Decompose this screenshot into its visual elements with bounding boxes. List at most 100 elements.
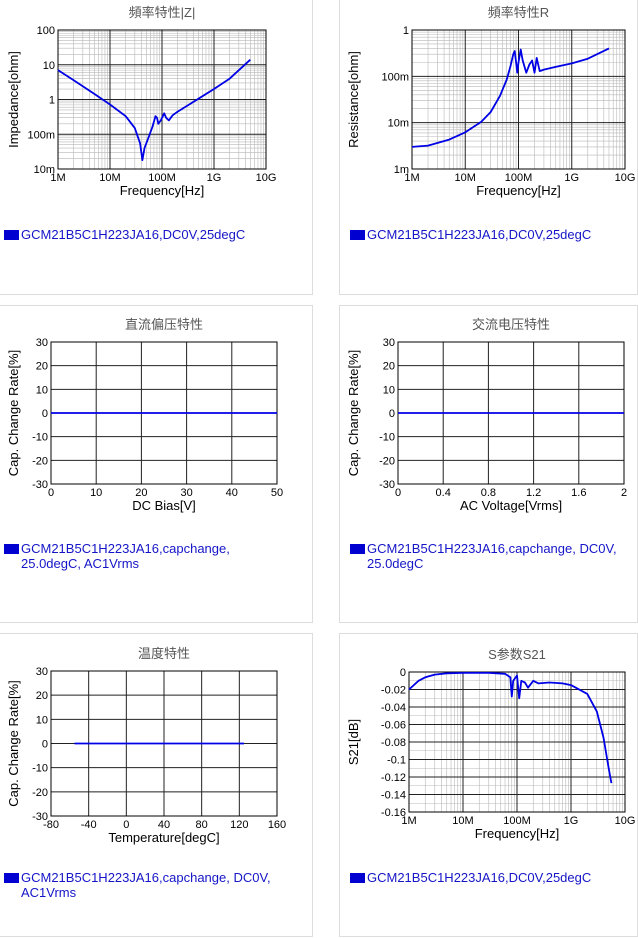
x-tick-label: 1G <box>564 172 579 184</box>
y-tick-label: 30 <box>36 337 48 349</box>
x-tick-label: 10G <box>256 172 277 184</box>
x-tick-label: 160 <box>268 819 286 831</box>
y-tick-label: 10 <box>383 384 395 396</box>
x-tick-label: 1M <box>404 172 419 184</box>
resistance-legend: GCM21B5C1H223JA16,DC0V,25degC <box>350 227 591 242</box>
y-tick-label: 100 <box>37 25 55 37</box>
x-tick-label: 10G <box>615 815 636 827</box>
x-tick-label: 1M <box>50 172 65 184</box>
chart-title: 直流偏压特性 <box>125 317 203 332</box>
x-tick-label: 30 <box>180 487 192 499</box>
legend-swatch <box>350 230 365 240</box>
legend-swatch <box>4 873 19 883</box>
acvoltage-legend-text: GCM21B5C1H223JA16,capchange, DC0V, 25.0d… <box>367 541 617 571</box>
y-tick-label: -0.06 <box>381 720 406 732</box>
y-tick-label: -30 <box>379 479 395 491</box>
y-tick-label: -10 <box>32 432 48 444</box>
y-tick-label: 1 <box>49 95 55 107</box>
y-axis-label: S21[dB] <box>346 719 361 765</box>
chart-title: 頻率特性|Z| <box>129 5 196 20</box>
y-tick-label: 30 <box>36 666 48 678</box>
y-tick-label: 20 <box>36 690 48 702</box>
y-tick-label: -0.16 <box>381 807 406 819</box>
x-tick-label: 0.8 <box>481 487 496 499</box>
impedance-chart: 1M 10M 100M 1G 10G 10m 100m 1 10 100 頻率特性|Z| Freque… <box>6 5 277 198</box>
chart-title: 温度特性 <box>138 646 190 661</box>
s21-chart: 1M 10M 100M 1G 10G 0 -0.02 -0.04 -0.06 -0.08 -0.1 -… <box>346 647 636 841</box>
x-tick-label: 0.4 <box>436 487 451 499</box>
temperature-panel: -80 -40 0 40 80 120 160 -30 -20 -10 0 10 20 30 温度特性 Tem… <box>0 633 313 937</box>
y-tick-label: 0 <box>400 667 406 679</box>
x-tick-label: 120 <box>230 819 248 831</box>
y-axis-label: Cap. Change Rate[%] <box>6 680 21 806</box>
x-tick-label: 10M <box>455 172 476 184</box>
y-tick-label: 1m <box>394 164 409 176</box>
y-tick-label: 10 <box>36 384 48 396</box>
x-tick-label: 80 <box>196 819 208 831</box>
dcbias-panel: 0 10 20 30 40 50 -30 -20 -10 0 10 20 30 直流偏压特性 DC Bias… <box>0 305 313 623</box>
y-tick-label: -0.14 <box>381 790 406 802</box>
y-tick-label: -10 <box>379 432 395 444</box>
y-axis-label: Cap. Change Rate[%] <box>346 350 361 476</box>
y-tick-label: -20 <box>32 787 48 799</box>
impedance-legend: GCM21B5C1H223JA16,DC0V,25degC <box>4 227 245 242</box>
legend-swatch <box>350 544 365 554</box>
chart-title: 交流电压特性 <box>472 317 550 332</box>
legend-swatch <box>350 873 365 883</box>
impedance-legend-text: GCM21B5C1H223JA16,DC0V,25degC <box>21 227 246 242</box>
x-tick-label: 100M <box>503 815 531 827</box>
y-tick-label: 100m <box>381 71 409 83</box>
legend-swatch <box>4 230 19 240</box>
y-tick-label: 1 <box>403 25 409 37</box>
x-axis-label: AC Voltage[Vrms] <box>460 498 562 513</box>
x-tick-label: 1M <box>401 815 416 827</box>
y-axis-label: Cap. Change Rate[%] <box>6 350 21 476</box>
y-tick-label: -30 <box>32 811 48 823</box>
y-tick-label: -0.12 <box>381 772 406 784</box>
x-tick-label: 0 <box>48 487 54 499</box>
y-tick-label: -0.02 <box>381 685 406 697</box>
acvoltage-legend: GCM21B5C1H223JA16,capchange, DC0V, 25.0d… <box>350 541 638 571</box>
x-tick-label: 100M <box>148 172 176 184</box>
x-tick-label: 10G <box>615 172 636 184</box>
y-tick-label: 0 <box>389 408 395 420</box>
x-axis-label: Temperature[degC] <box>108 830 219 845</box>
y-axis-label: Impedance[ohm] <box>6 51 21 148</box>
acvoltage-chart: 0 0.4 0.8 1.2 1.6 2 -30 -20 -10 0 10 20 30 交流电压特性 AC V… <box>346 317 627 513</box>
x-tick-label: 1G <box>564 815 579 827</box>
legend-swatch <box>4 544 19 554</box>
x-tick-label: 10M <box>452 815 473 827</box>
x-tick-label: 0 <box>395 487 401 499</box>
x-tick-label: 40 <box>226 487 238 499</box>
y-tick-label: 10m <box>388 118 409 130</box>
y-tick-label: 0 <box>42 408 48 420</box>
x-tick-label: -40 <box>81 819 97 831</box>
y-tick-label: 100m <box>27 129 55 141</box>
y-tick-label: 10m <box>34 164 55 176</box>
y-tick-label: -30 <box>32 479 48 491</box>
x-tick-label: 2 <box>621 487 627 499</box>
y-tick-label: 20 <box>36 361 48 373</box>
x-tick-label: 100M <box>505 172 533 184</box>
x-axis-label: DC Bias[V] <box>132 498 196 513</box>
temperature-legend: GCM21B5C1H223JA16,capchange, DC0V, AC1Vr… <box>4 870 299 900</box>
x-tick-label: 40 <box>158 819 170 831</box>
y-tick-label: -10 <box>32 763 48 775</box>
x-axis-label: Frequency[Hz] <box>476 183 561 198</box>
y-tick-label: -0.04 <box>381 702 406 714</box>
s21-panel: 1M 10M 100M 1G 10G 0 -0.02 -0.04 -0.06 -0.08 -0.1 -… <box>339 633 638 937</box>
y-tick-label: 20 <box>383 361 395 373</box>
dcbias-chart: 0 10 20 30 40 50 -30 -20 -10 0 10 20 30 直流偏压特性 DC Bias… <box>6 317 283 513</box>
y-tick-label: -0.1 <box>387 755 406 767</box>
x-axis-label: Frequency[Hz] <box>120 183 205 198</box>
x-tick-label: 0 <box>123 819 129 831</box>
temperature-chart: -80 -40 0 40 80 120 160 -30 -20 -10 0 10 20 30 温度特性 Tem… <box>6 646 286 845</box>
series-line <box>411 47 610 148</box>
y-axis-label: Resistance[ohm] <box>346 51 361 148</box>
plot-frame <box>57 29 267 170</box>
resistance-panel: 1M 10M 100M 1G 10G 1m 10m 100m 1 頻率特性R Frequency[H… <box>339 0 638 295</box>
y-tick-label: -20 <box>32 455 48 467</box>
y-tick-label: 10 <box>43 60 55 72</box>
resistance-chart: 1M 10M 100M 1G 10G 1m 10m 100m 1 頻率特性R Frequency[H… <box>346 5 636 198</box>
x-tick-label: 20 <box>135 487 147 499</box>
